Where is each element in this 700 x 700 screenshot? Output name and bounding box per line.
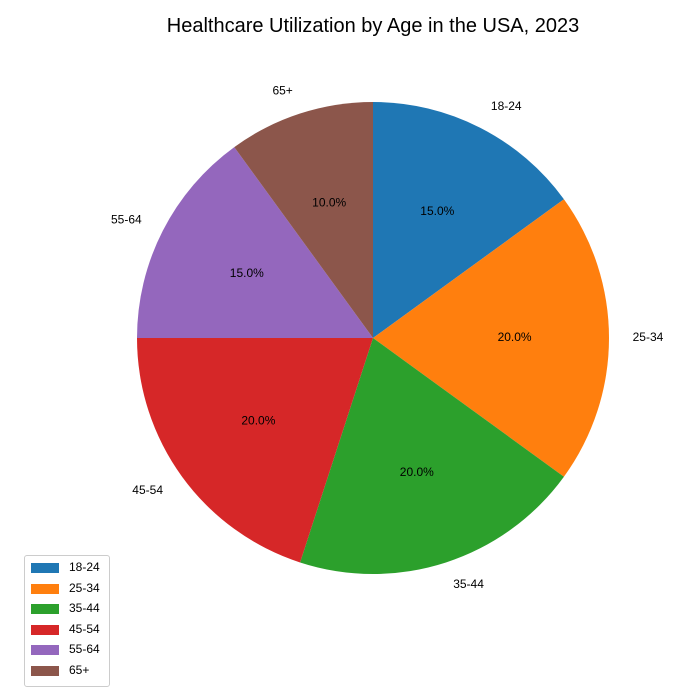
chart-title: Healthcare Utilization by Age in the USA… [166, 15, 580, 37]
pie-slice-5 [234, 102, 373, 338]
pie-slice-4 [137, 147, 373, 338]
slice-percent-1: 20.0% [498, 330, 532, 344]
legend-swatch-0 [31, 563, 59, 573]
slice-percent-2: 20.0% [400, 465, 434, 479]
pie-slice-2 [300, 338, 564, 575]
slice-percent-4: 15.0% [230, 266, 264, 280]
legend-swatch-1 [31, 583, 59, 594]
legend-item-3: 45-54 [25, 621, 109, 642]
legend-label-5: 65+ [69, 662, 90, 677]
legend: 18-24 25-34 35-44 45-54 55-64 65+ [24, 555, 110, 687]
legend-item-4: 55-64 [25, 641, 109, 662]
legend-label-4: 55-64 [69, 642, 100, 656]
slice-percent-5: 10.0% [312, 195, 346, 209]
legend-item-5: 65+ [25, 662, 109, 683]
pie-slice-3 [137, 338, 373, 563]
pie-slice-0 [373, 101, 564, 338]
legend-swatch-2 [31, 604, 59, 614]
slice-label-2: 35-44 [453, 577, 484, 591]
legend-label-1: 25-34 [69, 580, 100, 595]
legend-swatch-4 [31, 645, 59, 655]
legend-item-0: 18-24 [25, 559, 109, 580]
slice-label-0: 18-24 [491, 99, 522, 113]
legend-swatch-3 [31, 624, 59, 635]
slice-label-1: 25-34 [633, 330, 664, 344]
slice-percent-0: 15.0% [420, 204, 454, 218]
legend-label-0: 18-24 [69, 560, 100, 574]
slice-label-3: 45-54 [132, 483, 163, 497]
legend-label-3: 45-54 [69, 621, 100, 636]
legend-item-2: 35-44 [25, 600, 109, 621]
legend-swatch-5 [31, 665, 59, 676]
slice-label-5: 65+ [272, 83, 292, 97]
legend-item-1: 25-34 [25, 580, 109, 601]
legend-label-2: 35-44 [69, 601, 100, 615]
slice-percent-3: 20.0% [241, 413, 275, 427]
pie-slice-1 [373, 199, 610, 477]
slice-label-4: 55-64 [111, 212, 142, 226]
